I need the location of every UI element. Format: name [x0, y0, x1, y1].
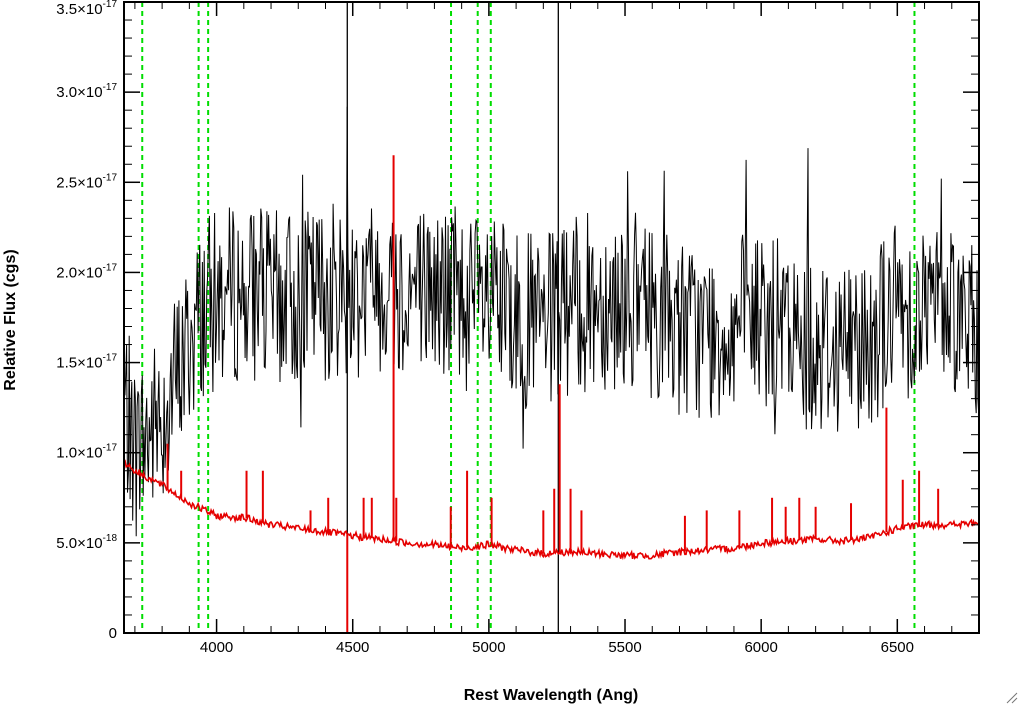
model-spectrum-line	[123, 459, 980, 561]
y-tick-label: 1.0×10-17	[56, 443, 117, 462]
y-tick-label: 3.0×10-17	[56, 82, 117, 101]
y-tick-label: 3.5×10-17	[56, 0, 117, 18]
x-tick-label: 5500	[608, 639, 641, 656]
axis-ticks	[124, 1, 980, 634]
x-tick-label: 4000	[200, 639, 233, 656]
x-tick-label: 6500	[881, 639, 914, 656]
y-tick-label: 2.0×10-17	[56, 262, 117, 281]
y-tick-label: 0	[109, 625, 117, 642]
x-tick-label: 6000	[744, 639, 777, 656]
resize-grip-icon[interactable]	[1004, 690, 1018, 704]
y-tick-labels: 0 5.0×10-18 1.0×10-17 1.5×10-17 2.0×10-17 2.5…	[56, 0, 117, 642]
x-tick-labels: 4000 4500 5000 5500 6000 6500	[200, 639, 914, 656]
y-axis-title: Relative Flux (cgs)	[2, 249, 19, 390]
observed-spectrum-line	[123, 106, 980, 537]
y-tick-label: 5.0×10-18	[56, 533, 117, 552]
y-tick-label: 2.5×10-17	[56, 172, 117, 191]
y-tick-label: 1.5×10-17	[56, 353, 117, 372]
x-tick-label: 5000	[472, 639, 505, 656]
x-axis-title: Rest Wavelength (Ang)	[464, 687, 639, 704]
plot-frame	[123, 1, 980, 634]
x-tick-label: 4500	[336, 639, 369, 656]
series-layer	[123, 106, 980, 633]
